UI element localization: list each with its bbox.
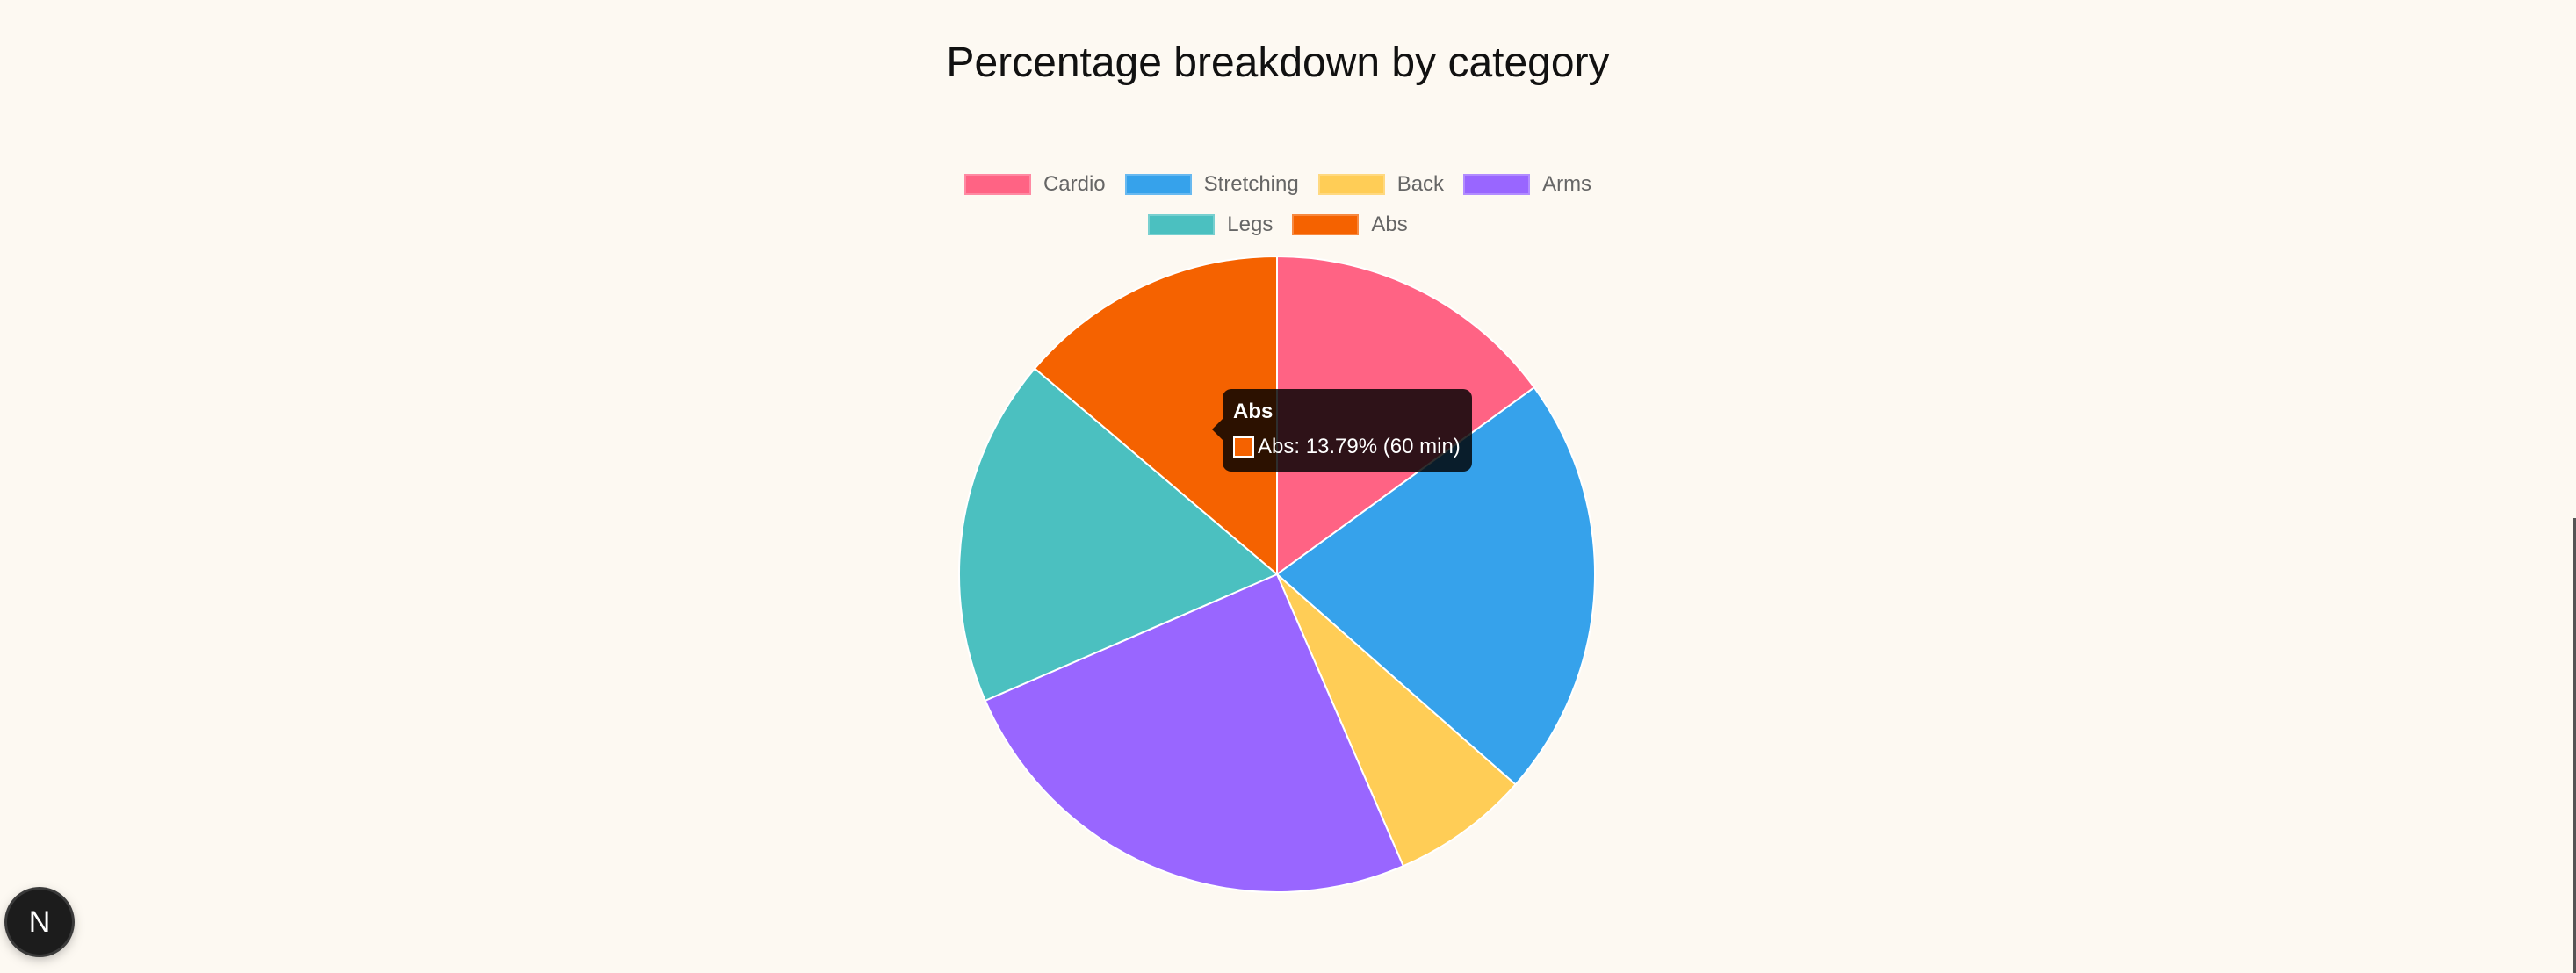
legend-swatch-legs — [1148, 214, 1216, 235]
tooltip-label: Abs: 13.79% (60 min) — [1258, 435, 1461, 458]
tooltip-title: Abs — [1233, 400, 1274, 423]
n-logo-letter: N — [28, 905, 51, 939]
legend-item-abs[interactable]: Abs — [1292, 213, 1408, 237]
legend-row-1: Cardio Stretching Back Arms — [963, 172, 1591, 197]
legend-label-arms: Arms — [1542, 172, 1592, 196]
legend-swatch-arms — [1463, 174, 1531, 195]
pie-slice-back[interactable] — [1276, 573, 1517, 868]
tooltip-body: Abs: 13.79% (60 min) — [1233, 435, 1461, 459]
legend-label-back: Back — [1396, 172, 1445, 196]
legend-item-stretching[interactable]: Stretching — [1124, 172, 1299, 197]
legend-item-cardio[interactable]: Cardio — [963, 172, 1106, 197]
n-logo-button[interactable]: N — [7, 890, 72, 955]
legend-row-2: Legs Abs — [1148, 213, 1408, 237]
page-scrollbar[interactable] — [2573, 518, 2576, 973]
legend-label-stretching: Stretching — [1203, 172, 1299, 196]
legend-item-arms[interactable]: Arms — [1463, 172, 1591, 197]
legend-label-abs: Abs — [1371, 213, 1408, 236]
chart-legend: Cardio Stretching Back Arms Legs Ab — [0, 172, 2556, 237]
chart-tooltip: Abs Abs: 13.79% (60 min) — [1212, 389, 1472, 472]
legend-item-legs[interactable]: Legs — [1148, 213, 1273, 237]
legend-item-back[interactable]: Back — [1317, 172, 1445, 197]
pie-slice-abs[interactable] — [1033, 255, 1278, 577]
legend-swatch-cardio — [963, 174, 1031, 195]
pie-slice-arms[interactable] — [984, 573, 1405, 893]
chart-title: Percentage breakdown by category — [946, 40, 1610, 86]
legend-label-cardio: Cardio — [1043, 172, 1106, 196]
legend-swatch-abs — [1292, 214, 1360, 235]
legend-swatch-stretching — [1124, 174, 1192, 195]
pie-slice-stretching[interactable] — [1275, 386, 1596, 786]
pie-slice-legs[interactable] — [958, 367, 1279, 703]
legend-label-legs: Legs — [1227, 213, 1274, 236]
legend-swatch-back — [1317, 174, 1385, 195]
tooltip-color-swatch — [1233, 436, 1254, 458]
